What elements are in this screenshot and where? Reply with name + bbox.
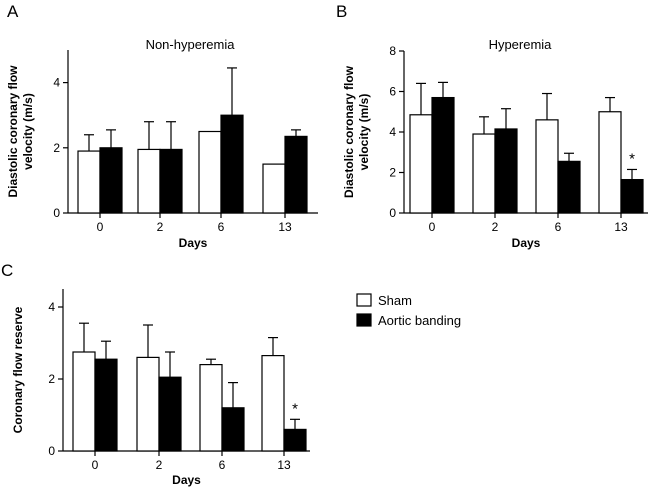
- bar-aortic-banding-day-13: [283, 428, 307, 452]
- x-tick-label: 6: [218, 220, 225, 234]
- y-tick-label: 8: [389, 44, 396, 58]
- legend-label-sham: Sham: [378, 293, 412, 308]
- y-tick-label: 0: [53, 206, 60, 220]
- y-tick-label: 2: [389, 166, 396, 180]
- x-axis-label: Days: [172, 473, 201, 487]
- chart-panel-a: A Non-hyperemia 0 2 4 0 2 6 13 Days Diastolic coro…: [6, 2, 318, 250]
- bar-sham-day-6: [535, 119, 559, 214]
- legend-swatch-aortic-banding: [356, 313, 372, 327]
- bar-aortic-banding-day-6: [220, 114, 244, 214]
- y-tick-label: 0: [48, 444, 55, 458]
- x-tick-label: 0: [97, 220, 104, 234]
- legend-label-aortic-banding: Aortic banding: [378, 313, 461, 328]
- x-tick-label: 6: [555, 220, 562, 234]
- x-tick-label: 2: [156, 458, 163, 472]
- x-tick-label: 6: [219, 458, 226, 472]
- bar-aortic-banding-day-13: [284, 135, 308, 214]
- x-tick-label: 13: [614, 220, 628, 234]
- chart-panel-b: B Hyperemia 0 2 4 6 8 0 2 6 13 * Days Diastolic coron…: [336, 2, 648, 250]
- y-tick-label: 0: [389, 206, 396, 220]
- x-tick-label: 13: [277, 458, 291, 472]
- bar-aortic-banding-day-0: [94, 358, 118, 452]
- bar-sham-day-2: [136, 356, 160, 452]
- panel-letter: B: [336, 2, 347, 21]
- chart-panel-c: C 0 2 4 0 2 6 13 * Days Coronary flow reserve: [1, 261, 310, 487]
- x-axis-label: Days: [179, 236, 208, 250]
- y-axis-label: Diastolic coronary flow: [342, 65, 356, 198]
- x-tick-label: 0: [92, 458, 99, 472]
- panel-letter: C: [1, 261, 13, 280]
- x-tick-label: 13: [278, 220, 292, 234]
- y-axis-label: Coronary flow reserve: [11, 306, 25, 433]
- legend-swatch-sham: [356, 293, 372, 307]
- bar-sham-day-13: [262, 163, 286, 214]
- y-tick-label: 2: [53, 141, 60, 155]
- x-axis-label: Days: [512, 236, 541, 250]
- chart-title: Non-hyperemia: [146, 37, 236, 52]
- x-tick-label: 2: [157, 220, 164, 234]
- bar-aortic-banding-day-2: [494, 128, 518, 214]
- bar-sham-day-6: [199, 364, 223, 452]
- bar-aortic-banding-day-13: [620, 178, 644, 214]
- bar-aortic-banding-day-6: [221, 407, 245, 452]
- significance-marker: *: [629, 150, 635, 167]
- bar-aortic-banding-day-0: [99, 147, 123, 214]
- y-axis-label: velocity (m/s): [357, 94, 371, 171]
- panel-letter: A: [7, 2, 19, 21]
- bar-sham-day-6: [198, 130, 222, 214]
- bar-sham-day-2: [137, 148, 161, 214]
- y-tick-label: 2: [48, 372, 55, 386]
- bar-aortic-banding-day-0: [431, 96, 455, 214]
- bar-sham-day-13: [261, 355, 285, 452]
- bar-aortic-banding-day-6: [557, 160, 581, 214]
- chart-title: Hyperemia: [489, 37, 553, 52]
- bar-aortic-banding-day-2: [158, 376, 182, 452]
- y-tick-label: 4: [48, 300, 55, 314]
- y-tick-label: 4: [53, 76, 60, 90]
- y-axis-label: velocity (m/s): [21, 93, 35, 170]
- bar-sham-day-13: [598, 111, 622, 214]
- x-tick-label: 2: [492, 220, 499, 234]
- bar-sham-day-0: [409, 114, 433, 214]
- y-axis-label: Diastolic coronary flow: [6, 65, 20, 198]
- y-tick-label: 4: [389, 125, 396, 139]
- significance-marker: *: [292, 400, 298, 417]
- bar-sham-day-2: [472, 133, 496, 214]
- x-tick-label: 0: [429, 220, 436, 234]
- y-tick-label: 6: [389, 85, 396, 99]
- bar-sham-day-0: [72, 351, 96, 452]
- bar-aortic-banding-day-2: [159, 148, 183, 214]
- bar-sham-day-0: [77, 150, 101, 214]
- legend: Sham Aortic banding: [356, 293, 461, 328]
